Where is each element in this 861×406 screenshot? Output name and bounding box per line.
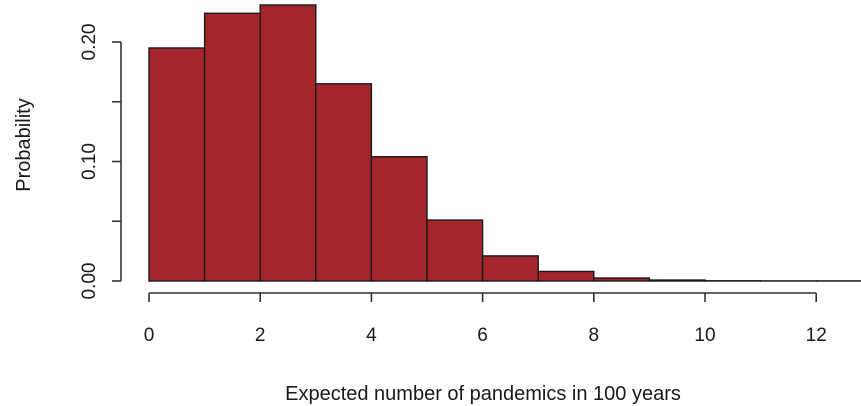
x-axis-title: Expected number of pandemics in 100 year… bbox=[285, 383, 681, 405]
x-tick-label: 4 bbox=[366, 325, 377, 346]
histogram-bar bbox=[370, 156, 428, 282]
histogram-bar bbox=[648, 279, 706, 282]
x-tick-label: 8 bbox=[589, 325, 600, 346]
x-tick-label: 12 bbox=[806, 325, 827, 346]
y-tick-label: 0.20 bbox=[79, 24, 100, 61]
y-tick-label: 0.10 bbox=[79, 143, 100, 180]
y-axis-title: Probability bbox=[13, 98, 35, 191]
histogram-bar bbox=[537, 270, 595, 282]
histogram-bar bbox=[481, 255, 539, 282]
y-axis: 0.00 0.10 0.20 bbox=[79, 24, 122, 300]
histogram-bar bbox=[203, 12, 261, 282]
y-tick-label: 0.00 bbox=[79, 263, 100, 300]
histogram-bar bbox=[593, 277, 651, 282]
x-tick-label: 6 bbox=[477, 325, 488, 346]
histogram-bar bbox=[148, 47, 206, 282]
x-axis: 0 2 4 6 8 10 12 bbox=[144, 292, 827, 346]
x-tick-label: 0 bbox=[144, 325, 155, 346]
x-tick-label: 2 bbox=[255, 325, 266, 346]
histogram-bar bbox=[315, 83, 373, 282]
x-tick-label: 10 bbox=[694, 325, 715, 346]
histogram-bar bbox=[426, 219, 484, 282]
histogram-bar bbox=[259, 4, 317, 282]
bars-group bbox=[148, 4, 861, 282]
